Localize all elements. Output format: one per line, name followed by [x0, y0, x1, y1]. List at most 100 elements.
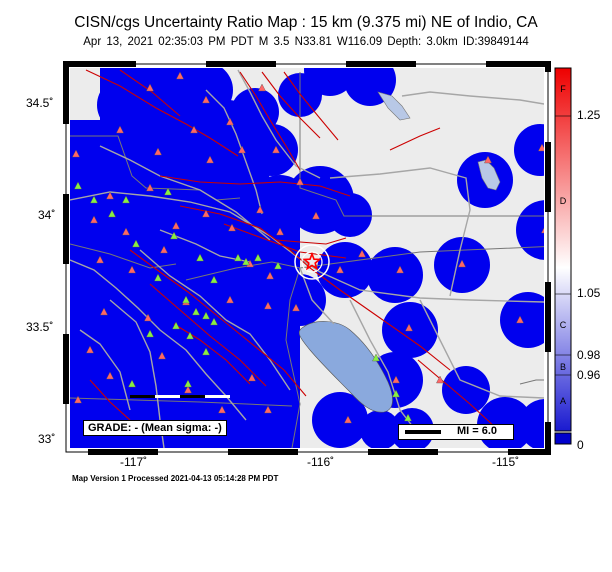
red-triangle-icon [484, 155, 492, 164]
green-triangle-icon [392, 389, 400, 398]
red-triangle-icon [202, 209, 210, 218]
green-triangle-icon [274, 261, 282, 270]
salton-sea [298, 321, 393, 413]
coverage-blob [442, 366, 490, 414]
dry-lake-shape [377, 91, 411, 121]
grade-label-c: C [559, 320, 567, 330]
green-triangle-icon [146, 329, 154, 338]
map-area [70, 68, 544, 448]
green-triangle-icon [182, 295, 190, 304]
green-triangle-icon [242, 257, 250, 266]
green-triangle-icon [192, 307, 200, 316]
red-triangle-icon [238, 145, 246, 154]
green-triangle-icon [186, 331, 194, 340]
red-triangle-icon [116, 125, 124, 134]
scale-value-1-25: 1.25 [577, 108, 601, 122]
red-triangle-icon [154, 147, 162, 156]
red-triangle-icon [264, 405, 272, 414]
red-triangle-icon [74, 395, 82, 404]
red-triangle-icon [296, 177, 304, 186]
red-triangle-icon [226, 117, 234, 126]
grade-label-d: D [559, 196, 567, 206]
green-triangle-icon [154, 273, 162, 282]
red-triangle-icon [158, 351, 166, 360]
red-triangle-icon [190, 125, 198, 134]
coverage-blob [328, 193, 372, 237]
green-triangle-icon [132, 239, 140, 248]
green-triangle-icon [74, 181, 82, 190]
green-triangle-icon [210, 275, 218, 284]
red-triangle-icon [218, 405, 226, 414]
green-triangle-icon [128, 379, 136, 388]
red-triangle-icon [392, 375, 400, 384]
red-triangle-icon [256, 205, 264, 214]
lon-label-115: -115˚ [492, 455, 520, 469]
red-triangle-icon [96, 255, 104, 264]
red-triangle-icon [226, 295, 234, 304]
red-triangle-icon [276, 227, 284, 236]
green-triangle-icon [202, 311, 210, 320]
coverage-blob [516, 200, 544, 260]
red-triangle-icon [248, 373, 256, 382]
red-triangle-icon [206, 155, 214, 164]
red-triangle-icon [160, 245, 168, 254]
red-triangle-icon [106, 191, 114, 200]
green-triangle-icon [372, 353, 380, 362]
star-icon [302, 251, 322, 271]
red-triangle-icon [86, 345, 94, 354]
coverage-blob [519, 399, 544, 448]
grade-label-b: B [559, 362, 566, 372]
green-triangle-icon [210, 317, 218, 326]
red-triangle-icon [106, 371, 114, 380]
map-border-ticks [63, 61, 551, 455]
red-triangle-icon [538, 143, 544, 152]
red-triangle-icon [202, 95, 210, 104]
lat-label-33: 33˚ [38, 432, 56, 446]
lon-label-117: -117˚ [120, 455, 148, 469]
red-triangle-icon [344, 415, 352, 424]
red-triangle-icon [176, 71, 184, 80]
green-triangle-icon [172, 321, 180, 330]
faults [85, 69, 497, 429]
green-triangle-icon [404, 413, 412, 422]
red-triangle-icon [100, 307, 108, 316]
lat-label-33-5: 33.5˚ [26, 320, 54, 334]
red-triangle-icon [436, 375, 444, 384]
green-triangle-icon [234, 253, 242, 262]
red-triangle-icon [90, 215, 98, 224]
red-triangle-icon [292, 303, 300, 312]
red-triangle-icon [541, 227, 544, 234]
red-triangle-icon [336, 265, 344, 274]
red-triangle-icon [516, 315, 524, 324]
red-triangle-icon [312, 211, 320, 220]
red-triangle-icon [72, 149, 80, 158]
red-triangle-icon [146, 83, 154, 92]
scale-value-0: 0 [577, 438, 584, 452]
coverage-blob [367, 247, 423, 303]
event-details: Apr 13, 2021 02:35:03 PM PDT M 3.5 N33.8… [83, 36, 529, 48]
grade-label-f: F [560, 84, 566, 94]
coverage-blob [70, 130, 120, 190]
green-triangle-icon [184, 379, 192, 388]
scale-value-1-05: 1.05 [577, 286, 601, 300]
green-triangle-icon [164, 187, 172, 196]
grade-box: GRADE: - (Mean sigma: -) [83, 420, 227, 436]
coverage-blob [160, 106, 212, 158]
green-triangle-icon [170, 231, 178, 240]
coverage-blob [250, 175, 310, 235]
green-triangle-icon [254, 253, 262, 262]
red-triangle-icon [272, 145, 280, 154]
coverage-blob [514, 124, 544, 176]
green-triangle-icon [202, 347, 210, 356]
red-triangle-icon [396, 265, 404, 274]
coverage-blob [204, 404, 256, 448]
red-triangle-icon [172, 221, 180, 230]
mi-legend-bar [405, 430, 441, 434]
scale-value-0-98: 0.98 [577, 348, 601, 362]
red-triangle-icon [122, 227, 130, 236]
green-triangle-icon [196, 253, 204, 262]
red-triangle-icon [264, 301, 272, 310]
green-triangle-icon [90, 195, 98, 204]
red-triangle-icon [144, 313, 152, 322]
